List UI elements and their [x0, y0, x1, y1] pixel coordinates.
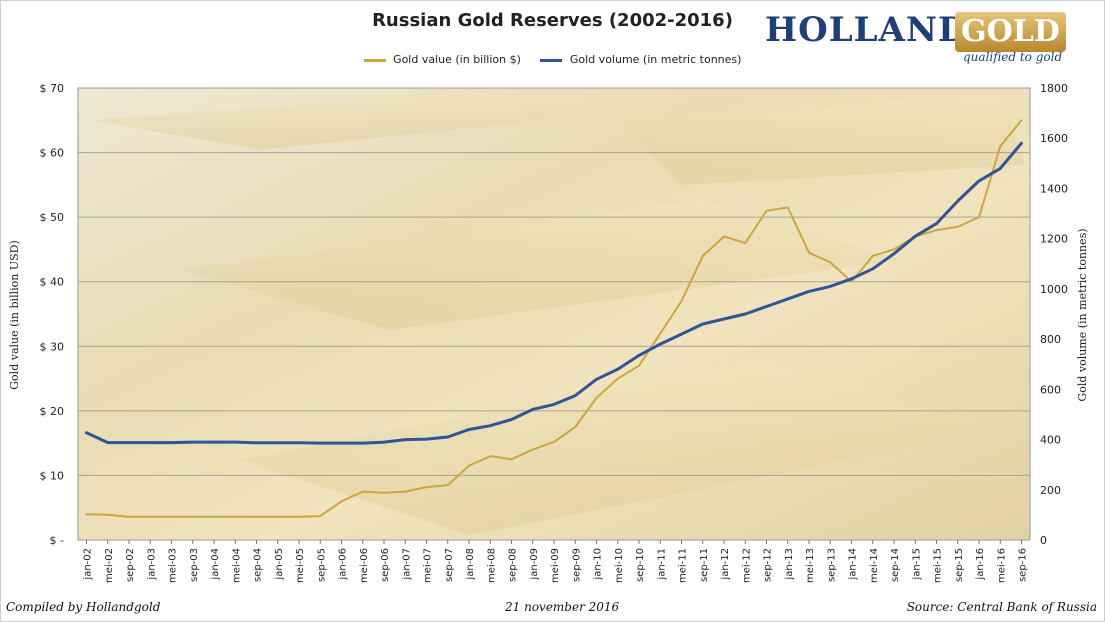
x-tick-label: jan-03 — [146, 548, 157, 581]
x-tick-label: sep-03 — [189, 548, 200, 582]
y-right-tick-label: 400 — [1040, 434, 1061, 447]
x-tick-label: mei-06 — [359, 548, 370, 583]
x-tick-label: jan-10 — [593, 548, 604, 581]
y-right-tick-label: 1800 — [1040, 82, 1068, 95]
series-line-gold-volume — [85, 141, 1023, 445]
y-left-tick-label: $ 50 — [40, 211, 65, 224]
x-tick-label: sep-08 — [508, 548, 519, 582]
logo-wordmark: HOLLAND — [765, 10, 969, 50]
gold-bar-shape — [90, 92, 640, 150]
y-left-tick-label: $ 10 — [40, 469, 65, 482]
footer-compiled-by: Compiled by Hollandgold — [6, 600, 161, 614]
x-tick-label: sep-07 — [444, 548, 455, 582]
y-left-tick-label: $ 40 — [40, 276, 65, 289]
y-right-tick-label: 800 — [1040, 333, 1061, 346]
y-left-tick-label: $ 60 — [40, 147, 65, 160]
y-left-tick-label: $ 20 — [40, 405, 65, 418]
gridlines — [77, 87, 1031, 541]
chart-legend: Gold value (in billion $) Gold volume (i… — [0, 53, 1105, 66]
logo-tagline: qualified to gold — [963, 50, 1063, 64]
x-tick-label: sep-06 — [380, 548, 391, 582]
x-tick-label: sep-12 — [763, 548, 774, 582]
x-tick-label: mei-11 — [678, 548, 689, 583]
y-right-tick-label: 0 — [1040, 534, 1047, 547]
legend-item-gold-volume: Gold volume (in metric tonnes) — [540, 53, 741, 66]
x-tick-label: mei-07 — [423, 548, 434, 583]
x-tick-label: sep-14 — [890, 548, 901, 582]
y-right-tick-label: 1200 — [1040, 233, 1068, 246]
gold-bar-shape — [620, 95, 1025, 185]
x-tick-label: mei-15 — [933, 548, 944, 583]
y-axis-left-ticks: $ - $ 10 $ 20 $ 30 $ 40 $ 50 $ 60 $ 70 — [40, 82, 65, 547]
x-tick-label: sep-15 — [954, 548, 965, 582]
x-tick-label: sep-10 — [635, 548, 646, 582]
x-tick-label: jan-04 — [210, 548, 221, 581]
x-tick-label: mei-03 — [168, 548, 179, 583]
legend-item-gold-value: Gold value (in billion $) — [363, 53, 521, 66]
x-tick-label: mei-14 — [869, 548, 880, 583]
y-right-tick-label: 1000 — [1040, 283, 1068, 296]
chart-title: Russian Gold Reserves (2002-2016) — [372, 10, 733, 31]
x-tick-label: jan-07 — [401, 548, 412, 581]
x-tick-label: jan-09 — [529, 548, 540, 581]
y-right-tick-label: 200 — [1040, 484, 1061, 497]
gold-bar-shape — [240, 360, 1000, 535]
y-axis-right-label: Gold volume (in metric tonnes) — [1076, 228, 1089, 401]
legend-swatch-gold-value — [363, 58, 386, 62]
x-tick-label: jan-02 — [83, 548, 94, 581]
x-tick-label: sep-11 — [699, 548, 710, 582]
x-tick-label: sep-02 — [125, 548, 136, 582]
logo-gold-badge: GOLD — [955, 12, 1066, 52]
x-tick-label: mei-10 — [614, 548, 625, 583]
y-right-tick-label: 1600 — [1040, 132, 1068, 145]
x-tick-label: jan-13 — [784, 548, 795, 581]
x-tick-label: mei-13 — [805, 548, 816, 583]
legend-label-gold-value: Gold value (in billion $) — [393, 53, 521, 66]
x-axis-ticks: jan-02 mei-02 sep-02 jan-03 mei-03 sep-03 jan-… — [83, 540, 1029, 583]
y-axis-left-label: Gold value (in billion USD) — [8, 240, 21, 389]
y-left-tick-label: $ 30 — [40, 340, 65, 353]
x-tick-label: jan-05 — [274, 548, 285, 581]
x-tick-label: sep-16 — [1018, 548, 1029, 582]
x-tick-label: sep-04 — [253, 548, 264, 582]
footer-source: Source: Central Bank of Russia — [906, 600, 1097, 614]
y-left-tick-label: $ 70 — [40, 82, 65, 95]
footer-date: 21 november 2016 — [505, 600, 620, 614]
series-line-gold-value — [85, 119, 1023, 518]
x-tick-label: jan-16 — [975, 548, 986, 581]
x-tick-label: mei-16 — [996, 548, 1007, 583]
series-lines — [85, 119, 1023, 518]
x-tick-label: jan-14 — [848, 548, 859, 581]
x-tick-label: mei-05 — [295, 548, 306, 583]
x-tick-label: sep-09 — [571, 548, 582, 582]
gold-bar-shape — [180, 200, 900, 330]
y-right-tick-label: 1400 — [1040, 182, 1068, 195]
x-tick-label: jan-12 — [720, 548, 731, 581]
x-tick-label: mei-02 — [104, 548, 115, 583]
legend-swatch-gold-volume — [540, 58, 563, 62]
background-gold-bars — [90, 92, 1025, 535]
y-axis-right-ticks: 0 200 400 600 800 1000 1200 1400 1600 1800 — [1040, 82, 1068, 547]
legend-label-gold-volume: Gold volume (in metric tonnes) — [569, 53, 742, 66]
x-tick-label: jan-08 — [465, 548, 476, 581]
x-tick-label: jan-15 — [911, 548, 922, 581]
x-tick-label: mei-09 — [550, 548, 561, 583]
x-tick-label: sep-05 — [316, 548, 327, 582]
x-tick-label: jan-06 — [338, 548, 349, 581]
hollandgold-logo: HOLLAND GOLD qualified to gold — [765, 10, 1085, 70]
y-right-tick-label: 600 — [1040, 383, 1061, 396]
x-tick-label: sep-13 — [826, 548, 837, 582]
x-tick-label: mei-12 — [741, 548, 752, 583]
y-left-tick-label: $ - — [50, 534, 64, 547]
x-tick-label: jan-11 — [656, 548, 667, 581]
x-tick-label: mei-08 — [486, 548, 497, 583]
x-tick-label: mei-04 — [231, 548, 242, 583]
